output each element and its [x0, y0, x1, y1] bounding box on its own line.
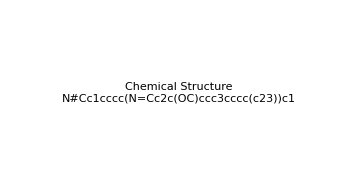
Text: Chemical Structure
N#Cc1cccc(N=Cc2c(OC)ccc3cccc(c23))c1: Chemical Structure N#Cc1cccc(N=Cc2c(OC)c…	[61, 82, 296, 104]
